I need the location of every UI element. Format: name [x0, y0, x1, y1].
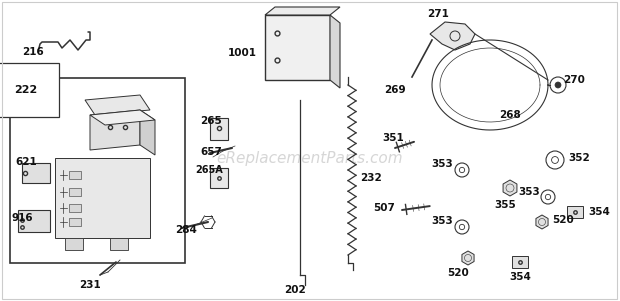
Text: 231: 231	[79, 280, 101, 290]
Bar	[210, 118, 228, 140]
Bar	[69, 204, 81, 212]
Text: 916: 916	[12, 213, 33, 223]
Text: eReplacementParts.com: eReplacementParts.com	[216, 150, 404, 166]
Text: 520: 520	[552, 215, 574, 225]
Text: 232: 232	[360, 173, 382, 183]
Bar	[567, 206, 583, 218]
Text: 202: 202	[284, 285, 306, 295]
Bar	[69, 188, 81, 196]
Polygon shape	[265, 7, 340, 15]
Polygon shape	[503, 180, 517, 196]
Circle shape	[555, 82, 561, 88]
Polygon shape	[140, 110, 155, 155]
Text: 657: 657	[200, 147, 222, 157]
Polygon shape	[330, 15, 340, 88]
Text: 351: 351	[382, 133, 404, 143]
Text: 222: 222	[14, 85, 37, 95]
Text: 507: 507	[373, 203, 395, 213]
Text: 269: 269	[384, 85, 406, 95]
Polygon shape	[536, 215, 548, 229]
Bar	[110, 238, 128, 250]
Bar	[512, 256, 528, 268]
Bar	[265, 15, 330, 80]
Text: 265A: 265A	[195, 165, 223, 175]
Text: 352: 352	[568, 153, 590, 163]
Text: 355: 355	[494, 200, 516, 210]
Text: 353: 353	[518, 187, 540, 197]
Text: 353: 353	[432, 159, 453, 169]
Text: 354: 354	[588, 207, 610, 217]
Bar	[18, 210, 50, 232]
Bar	[22, 163, 50, 183]
Text: 284: 284	[175, 225, 197, 235]
Bar	[65, 238, 83, 250]
Bar	[69, 218, 81, 226]
Text: 621: 621	[15, 157, 37, 167]
Text: 1001: 1001	[228, 48, 257, 58]
Text: 271: 271	[427, 9, 449, 19]
Polygon shape	[90, 110, 140, 150]
Bar	[55, 158, 150, 238]
Polygon shape	[430, 22, 475, 50]
Text: 265: 265	[200, 116, 222, 126]
Bar	[210, 168, 228, 188]
Bar	[10, 78, 185, 263]
Polygon shape	[85, 95, 150, 115]
Text: 268: 268	[499, 110, 521, 120]
Text: 270: 270	[563, 75, 585, 85]
Polygon shape	[90, 110, 155, 125]
Text: 520: 520	[447, 268, 469, 278]
Bar	[69, 171, 81, 179]
Text: 353: 353	[432, 216, 453, 226]
Polygon shape	[462, 251, 474, 265]
Text: 216: 216	[22, 47, 44, 57]
Text: 354: 354	[509, 272, 531, 282]
